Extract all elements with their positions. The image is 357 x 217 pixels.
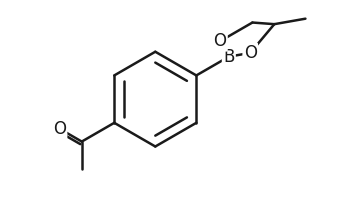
Text: B: B: [223, 48, 235, 66]
Text: O: O: [213, 32, 226, 50]
Text: O: O: [244, 44, 257, 62]
Text: O: O: [53, 120, 66, 138]
